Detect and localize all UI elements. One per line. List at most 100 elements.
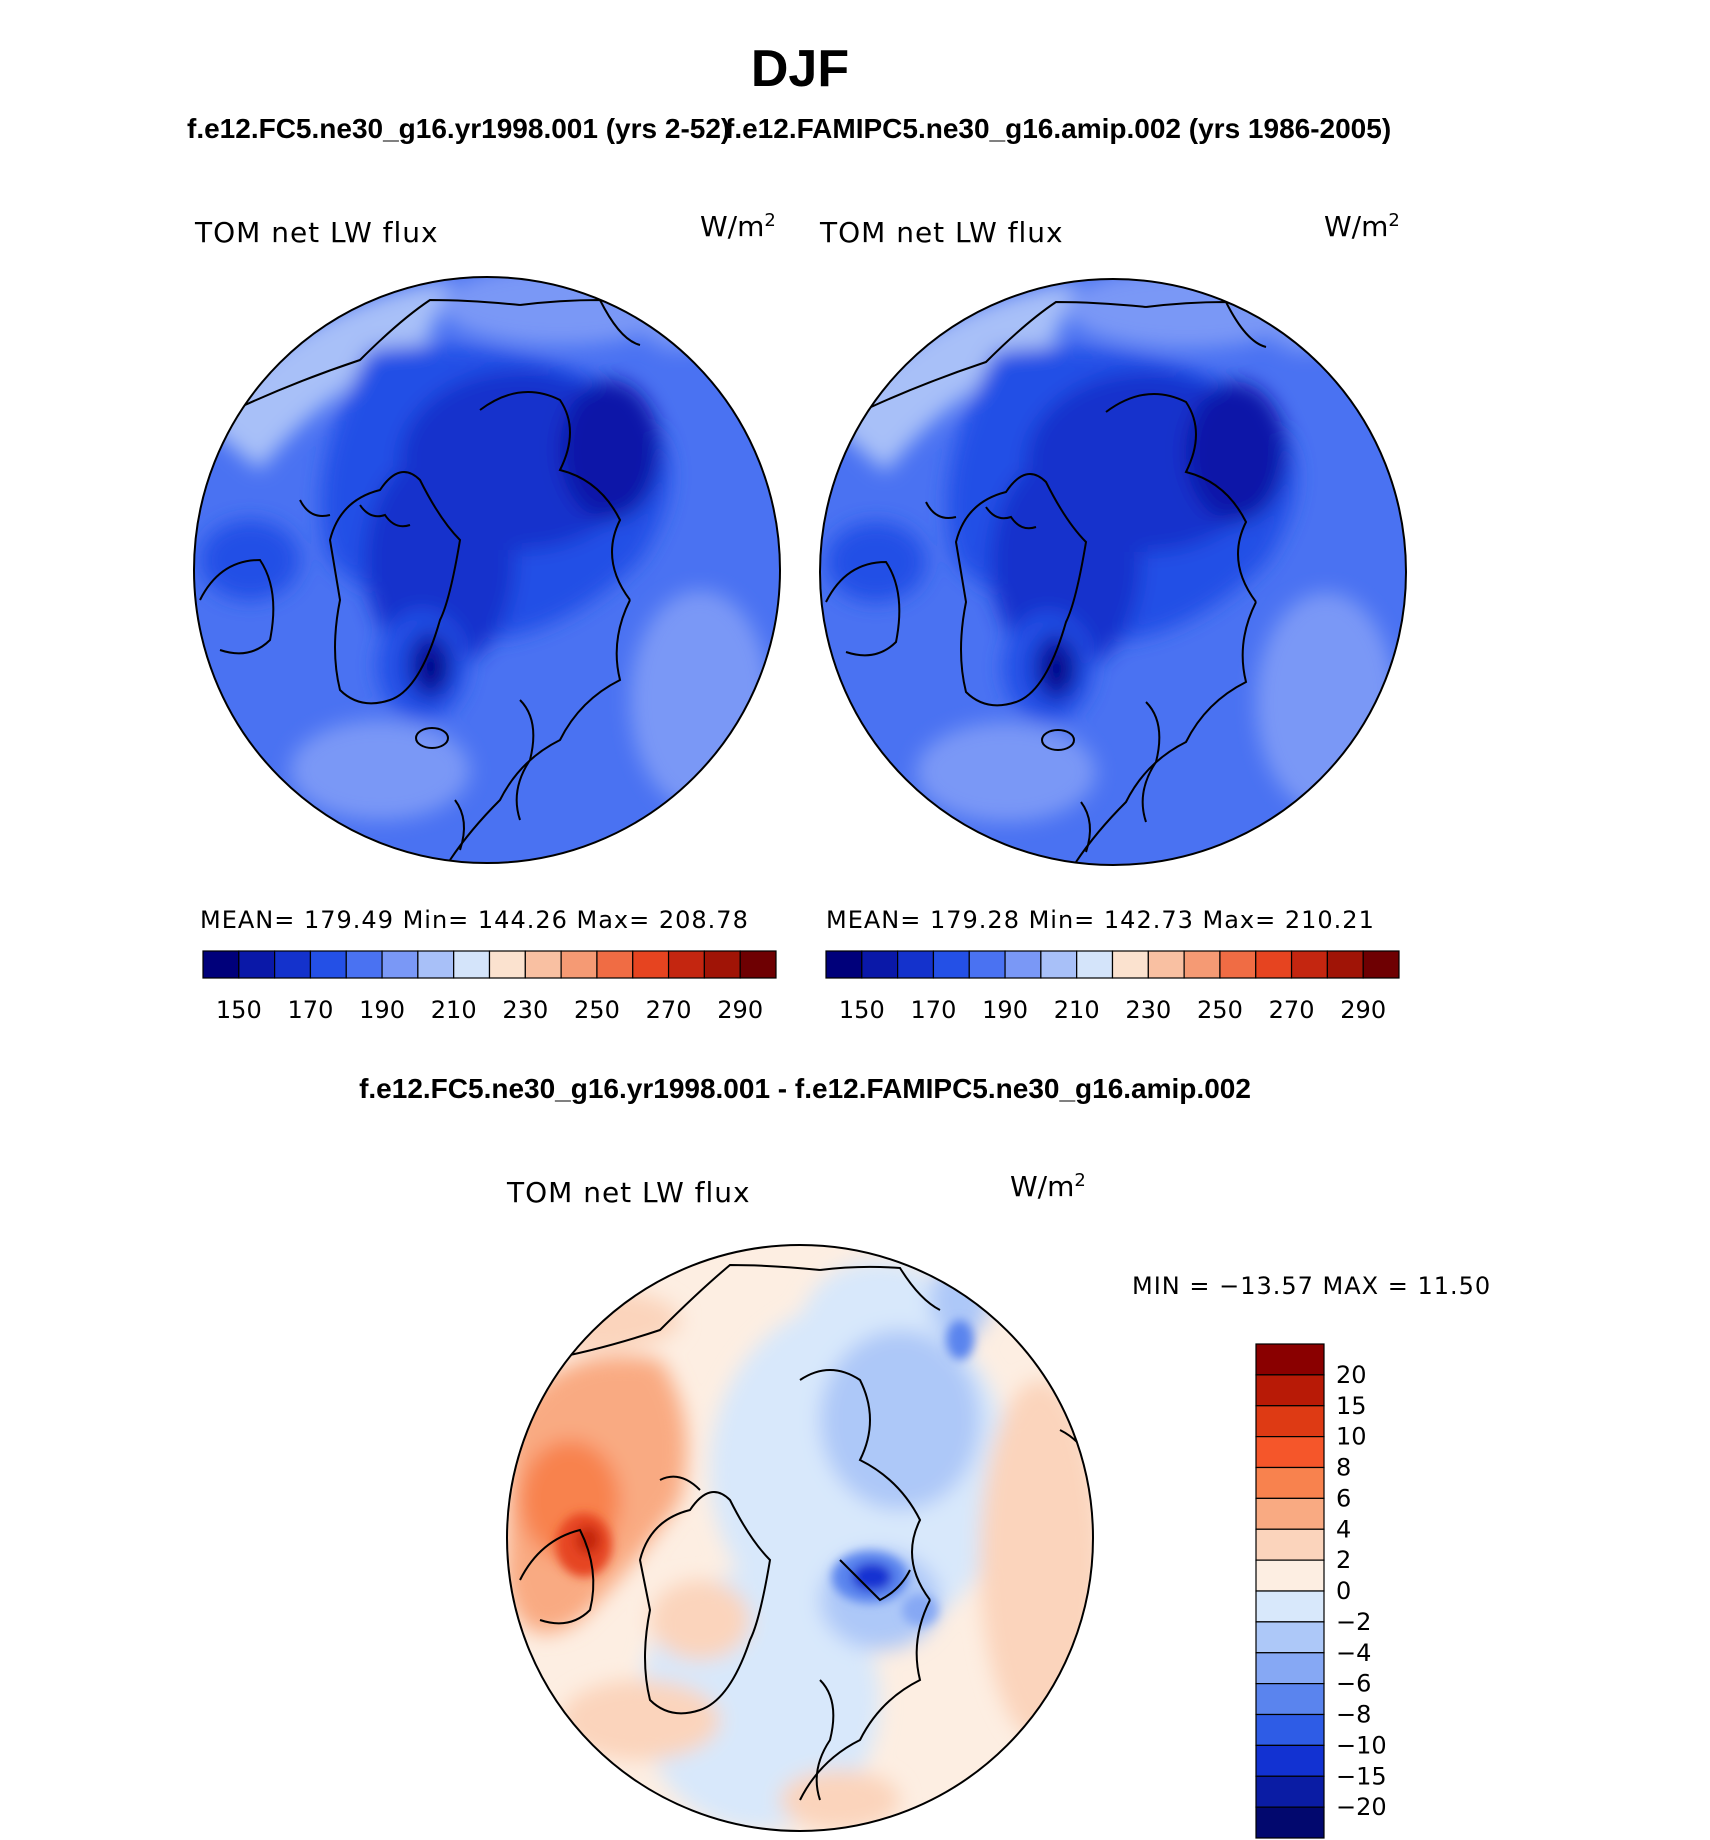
colorbar-tick-label: −10 <box>1336 1731 1387 1759</box>
colorbar-swatch <box>488 950 526 979</box>
colorbar-swatch <box>1255 1683 1325 1716</box>
colorbar-swatch <box>632 950 670 979</box>
colorbar-tick-label: 290 <box>1340 996 1386 1024</box>
colorbar-tick-label: 15 <box>1336 1392 1367 1420</box>
colorbar-swatch <box>703 950 741 979</box>
left-coastlines <box>199 298 641 861</box>
colorbar-tick-label: 10 <box>1336 1423 1367 1451</box>
diff-units-label: W/m2 <box>1010 1170 1086 1203</box>
colorbar-swatch <box>825 950 863 979</box>
colorbar-tick-label: 2 <box>1336 1546 1351 1574</box>
right-coastlines <box>825 300 1267 863</box>
colorbar-swatch <box>1255 1590 1325 1623</box>
colorbar-swatch <box>1255 950 1293 979</box>
colorbar-swatch <box>1255 1806 1325 1839</box>
colorbar-swatch <box>381 950 419 979</box>
colorbar-swatch <box>274 950 312 979</box>
colorbar-swatch <box>667 950 705 979</box>
right-colorbar: 150 170 190 210 230 250 270 290 <box>825 950 1400 1024</box>
colorbar-swatch <box>1255 1436 1325 1469</box>
colorbar-tick-label: 230 <box>1125 996 1171 1024</box>
colorbar-tick-label: 210 <box>431 996 477 1024</box>
right-map-border <box>819 278 1407 866</box>
left-colorbar: 150 170 190 210 230 250 270 290 <box>202 950 777 1024</box>
colorbar-swatch <box>1255 1497 1325 1530</box>
colorbar-tick-label: 150 <box>839 996 885 1024</box>
colorbar-swatch <box>309 950 347 979</box>
colorbar-swatch <box>1255 1528 1325 1561</box>
colorbar-swatch <box>861 950 899 979</box>
right-variable-label: TOM net LW flux <box>819 216 1064 249</box>
colorbar-swatch <box>1255 1374 1325 1407</box>
right-units-label: W/m2 <box>1324 210 1400 243</box>
season-title: DJF <box>751 40 849 98</box>
colorbar-tick-label: 230 <box>502 996 548 1024</box>
left-case-title: f.e12.FC5.ne30_g16.yr1998.001 (yrs 2-52) <box>187 113 730 144</box>
colorbar-swatch <box>1219 950 1257 979</box>
colorbar-swatch <box>1255 1621 1325 1654</box>
colorbar-swatch <box>1255 1744 1325 1777</box>
right-stats: MEAN= 179.28 Min= 142.73 Max= 210.21 <box>826 906 1375 934</box>
colorbar-tick-label: 250 <box>1197 996 1243 1024</box>
colorbar-tick-label: 6 <box>1336 1484 1351 1512</box>
colorbar-tick-label: 170 <box>288 996 334 1024</box>
difference-panel: f.e12.FC5.ne30_g16.yr1998.001 - f.e12.FA… <box>359 1073 1491 1839</box>
colorbar-swatch <box>1255 1343 1325 1376</box>
diff-map-border <box>506 1244 1094 1832</box>
colorbar-swatch <box>560 950 598 979</box>
colorbar-tick-label: 290 <box>717 996 763 1024</box>
colorbar-swatch <box>524 950 562 979</box>
left-variable-label: TOM net LW flux <box>194 216 439 249</box>
diff-coastlines <box>519 1263 1091 1801</box>
colorbar-tick-label: 250 <box>574 996 620 1024</box>
colorbar-swatch <box>1326 950 1364 979</box>
colorbar-swatch <box>417 950 455 979</box>
colorbar-swatch <box>897 950 935 979</box>
colorbar-tick-label: −2 <box>1336 1608 1371 1636</box>
colorbar-swatch <box>453 950 491 979</box>
colorbar-swatch <box>739 950 777 979</box>
left-stats: MEAN= 179.49 Min= 144.26 Max= 208.78 <box>200 906 749 934</box>
colorbar-swatch <box>238 950 276 979</box>
colorbar-tick-label: 20 <box>1336 1361 1367 1389</box>
colorbar-swatch <box>1183 950 1221 979</box>
difference-title: f.e12.FC5.ne30_g16.yr1998.001 - f.e12.FA… <box>359 1073 1251 1104</box>
colorbar-swatch <box>1111 950 1149 979</box>
colorbar-swatch <box>1255 1713 1325 1746</box>
colorbar-swatch <box>202 950 240 979</box>
colorbar-swatch <box>1255 1466 1325 1499</box>
colorbar-tick-label: 0 <box>1336 1577 1351 1605</box>
diff-variable-label: TOM net LW flux <box>506 1176 751 1209</box>
colorbar-tick-label: 4 <box>1336 1515 1351 1543</box>
colorbar-tick-label: 190 <box>982 996 1028 1024</box>
diff-stats: MIN = −13.57 MAX = 11.50 <box>1132 1272 1491 1300</box>
diff-polar-map <box>507 1245 1093 1831</box>
colorbar-tick-label: 150 <box>216 996 262 1024</box>
colorbar-tick-label: −8 <box>1336 1701 1371 1729</box>
colorbar-tick-label: −20 <box>1336 1793 1387 1821</box>
colorbar-swatch <box>1076 950 1114 979</box>
colorbar-swatch <box>1147 950 1185 979</box>
colorbar-swatch <box>1362 950 1400 979</box>
right-polar-map <box>820 279 1406 865</box>
right-case-title: f.e12.FAMIPC5.ne30_g16.amip.002 (yrs 198… <box>725 113 1391 144</box>
colorbar-swatch <box>1255 1775 1325 1808</box>
left-panel: TOM net LW flux W/m2 <box>193 210 781 1024</box>
colorbar-tick-label: −4 <box>1336 1639 1371 1667</box>
colorbar-swatch <box>1290 950 1328 979</box>
colorbar-tick-label: 8 <box>1336 1454 1351 1482</box>
colorbar-tick-label: 170 <box>911 996 957 1024</box>
colorbar-tick-label: 270 <box>1269 996 1315 1024</box>
left-map-border <box>193 276 781 864</box>
colorbar-swatch <box>596 950 634 979</box>
colorbar-tick-label: −6 <box>1336 1670 1371 1698</box>
colorbar-swatch <box>1255 1652 1325 1685</box>
left-units-label: W/m2 <box>700 210 776 243</box>
colorbar-tick-label: −15 <box>1336 1762 1387 1790</box>
colorbar-swatch <box>345 950 383 979</box>
colorbar-swatch <box>1255 1405 1325 1438</box>
colorbar-tick-label: 190 <box>359 996 405 1024</box>
colorbar-swatch <box>968 950 1006 979</box>
